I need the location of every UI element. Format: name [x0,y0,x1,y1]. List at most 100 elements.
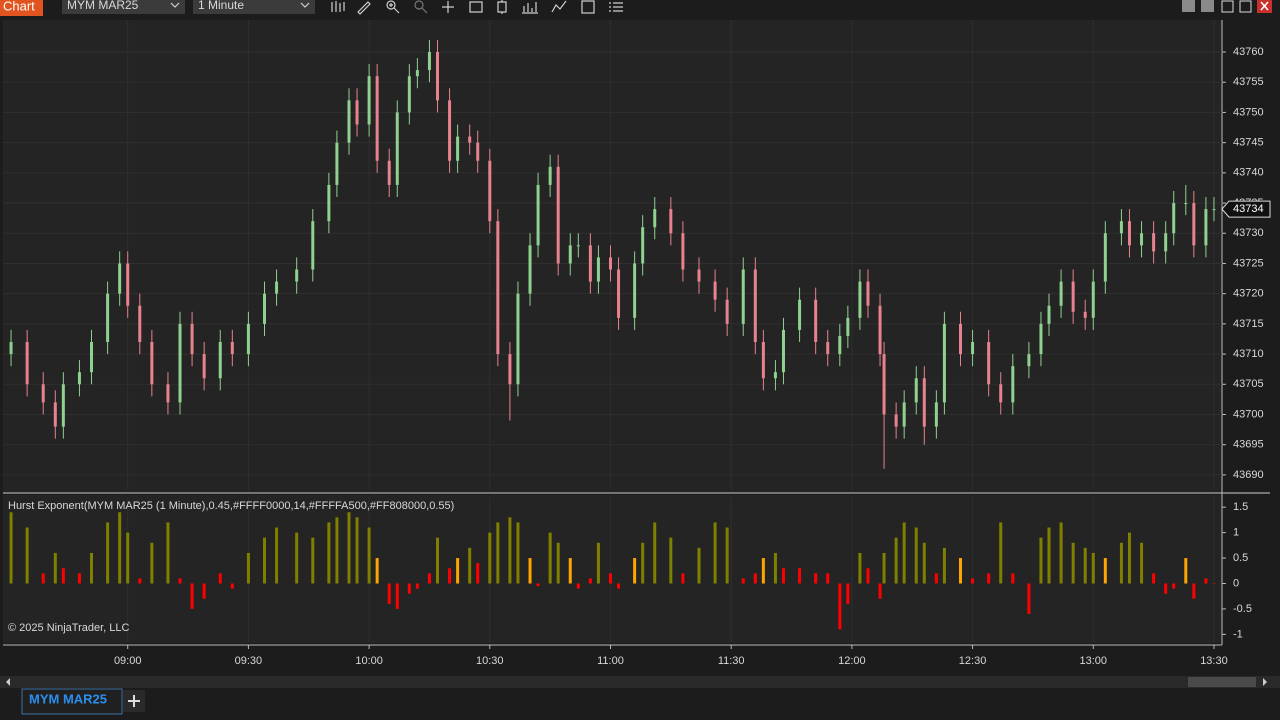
indicator-bar [858,552,862,584]
candle-body [741,269,745,324]
candle-body [335,142,339,185]
candle-body [653,209,657,228]
y-tick-label: 43720 [1233,288,1264,300]
candle-body [395,112,399,185]
list-button[interactable] [609,2,623,12]
candle-body [1047,305,1051,324]
maximize-button[interactable] [1239,0,1252,13]
indicator-bar [1027,583,1031,615]
scroll-right[interactable] [1263,678,1267,686]
y-tick-label: 43755 [1233,76,1264,88]
window-button[interactable] [1201,0,1214,12]
indicator-bar [556,542,560,584]
y-tick-label: 43740 [1233,167,1264,179]
candle-body [713,281,717,300]
indicator-bar [1184,558,1188,584]
last-price-label: 43734 [1233,203,1264,215]
dropdown-arrow[interactable] [300,2,310,8]
properties-button[interactable] [581,0,595,14]
y-tick-label: 43760 [1233,46,1264,58]
indicator-bar [761,558,765,584]
x-tick-label: 10:00 [355,655,383,667]
candle-body [275,281,279,294]
toolbar-icons [331,0,623,15]
last-price-marker [1221,200,1271,218]
candle-body [41,384,45,403]
indicator-bar [295,532,299,584]
close-glyph [1260,1,1269,11]
draw-tool-button[interactable] [357,1,371,15]
indicator-bar [1103,558,1107,584]
indicator-bar [987,573,991,584]
x-tick-label: 10:30 [476,655,504,667]
interval-dropdown[interactable] [193,0,315,14]
candle-body [311,221,315,270]
indicator-pane [3,495,1222,643]
dropdown-arrow[interactable] [170,2,180,8]
candle-body [1059,281,1063,306]
indicators-button[interactable] [522,2,538,14]
indicator-bar [435,537,439,584]
y-tick-label: 43725 [1233,257,1264,269]
scrollbar[interactable] [0,676,1280,688]
zoom-out-glyph [421,7,428,14]
indicator-bar [798,568,802,584]
candle-body [697,269,701,282]
interval-name[interactable]: 1 Minute [198,0,244,12]
indicator-bar [753,573,757,584]
bars-type-button[interactable] [331,1,345,12]
candle-body [387,160,391,185]
indicator-bar [77,573,81,584]
crosshair-button[interactable] [442,1,454,13]
candle-body [166,384,170,403]
zoom-out-button[interactable] [414,0,424,10]
zoom-in-button[interactable] [386,0,396,10]
scroll-left[interactable] [6,678,10,686]
indicator-bar [106,522,110,584]
indicator-bar [942,547,946,584]
indicator-bar [427,573,431,584]
indicator-bar [496,522,500,584]
x-tick-label: 11:00 [597,655,624,667]
candle-body [1212,209,1216,211]
candle-body [934,402,938,427]
candle-body [1039,323,1043,355]
indicator-bar [536,583,540,587]
indicator-bar [375,558,379,584]
indicator-bar [1212,583,1216,584]
indicator-bar [202,583,206,599]
candle-body [641,227,645,264]
indicator-bar [576,583,580,589]
candle-body [999,384,1003,403]
window-button[interactable] [1182,0,1195,12]
templates-button[interactable] [497,0,507,14]
candle-body [61,384,65,427]
data-box-button[interactable] [469,1,483,13]
candle-body [347,100,351,143]
indicator-bar [1059,522,1063,584]
indicator-bar [230,583,234,589]
indicator-bar [190,583,194,609]
strategies-button[interactable] [551,0,567,13]
indicator-bar [588,578,592,584]
tab-label[interactable]: MYM MAR25 [29,691,107,706]
y-tick-label: 43710 [1233,348,1264,360]
y-tick-label: 43700 [1233,408,1264,420]
candle-body [669,209,673,234]
minimize-button[interactable] [1221,0,1234,13]
indicator-bar [902,522,906,584]
instrument-dropdown[interactable] [62,0,185,14]
scroll-thumb[interactable] [1188,677,1256,687]
indicator-bar [335,517,339,584]
x-tick-label: 09:00 [114,655,142,667]
indicator-bar [866,568,870,584]
indicator-bar [1152,573,1156,584]
candle-body [178,323,182,403]
indicator-bar [1192,583,1196,599]
y-tick-label: 0.5 [1233,552,1248,564]
instrument-name[interactable]: MYM MAR25 [67,0,139,12]
candle-body [958,323,962,355]
tab[interactable] [21,688,123,715]
candle-body [407,76,411,113]
y-tick-label: 1 [1233,527,1239,539]
